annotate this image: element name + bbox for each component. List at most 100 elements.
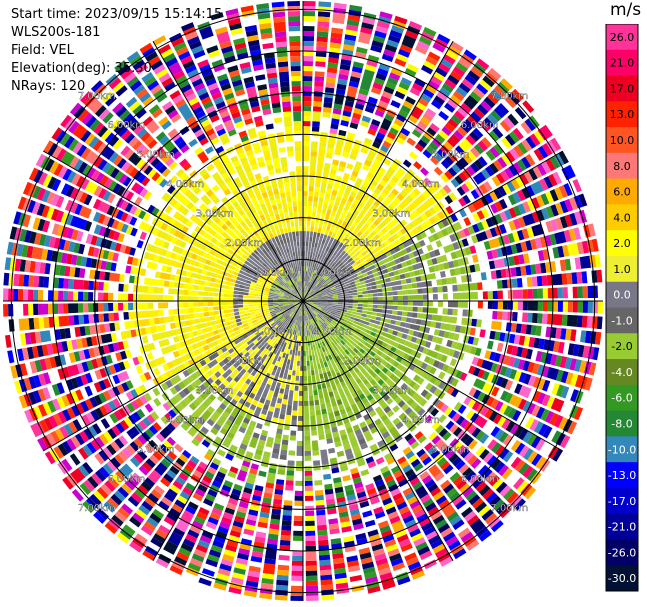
velocity-gates: [173, 231, 468, 469]
nrays-label: NRays: 120: [11, 79, 86, 94]
colorbar-swatch: [606, 565, 638, 592]
colorbar-swatch: [606, 462, 638, 489]
velocity-gates: [119, 111, 450, 425]
range-ring-label: 6.00km: [461, 474, 499, 485]
colorbar-swatch: [606, 101, 638, 128]
colorbar: 26.0 21.0 17.0 13.0 10.0 8.0 6.0 4.0 2.0 1.0 0.0 -1…: [605, 24, 639, 592]
colorbar-swatch: [606, 333, 638, 360]
range-ring-label: 1.00km: [255, 326, 293, 337]
spoke: [302, 300, 564, 452]
velocity-wedges: [3, 1, 603, 602]
range-ring-labels: 1.00km 1.00km 1.00km 1.00km 2.00km 2.00km 2.00…: [78, 91, 529, 515]
colorbar-tick-label: -10.0: [608, 443, 636, 456]
range-ring-label: 2.00km: [343, 238, 381, 249]
colorbar-swatch: [606, 204, 638, 231]
range-ring-label: 2.00km: [225, 238, 263, 249]
colorbar-tick-label: 10.0: [610, 134, 635, 147]
colorbar-tick-label: -2.0: [611, 340, 632, 353]
colorbar-tick-label: -13.0: [608, 469, 636, 482]
velocity-gates: [172, 221, 478, 486]
range-ring-label: 4.00km: [402, 179, 440, 190]
range-ring-label: 2.00km: [225, 356, 263, 367]
range-ring-label: 5.00km: [137, 444, 175, 455]
velocity-gates: [303, 317, 415, 417]
colorbar-tick-label: 2.0: [613, 237, 631, 250]
colorbar-swatch: [606, 152, 638, 180]
velocity-gates: [114, 111, 458, 427]
range-ring-label: 6.00km: [107, 474, 145, 485]
colorbar-tick-label: 6.0: [613, 186, 631, 199]
colorbar-swatch: [606, 127, 638, 154]
spoke: [152, 300, 304, 562]
range-ring-label: 7.00km: [78, 503, 116, 514]
range-ring-label: 7.00km: [78, 91, 116, 102]
colorbar-swatch: [606, 24, 638, 51]
velocity-gates: [8, 6, 603, 601]
colorbar-tick-label: 8.0: [613, 160, 631, 173]
colorbar-swatch: [606, 75, 638, 102]
colorbar-swatch: [606, 436, 638, 463]
colorbar-border: [605, 24, 639, 592]
spoke: [302, 300, 454, 562]
range-ring-label: 4.00km: [166, 415, 204, 426]
range-ring-label: 1.00km: [314, 268, 352, 279]
colorbar-tick-label: -1.0: [611, 314, 632, 327]
colorbar-tick-label: -17.0: [608, 495, 636, 508]
colorbar-swatch: [606, 281, 638, 308]
range-ring-label: 3.00km: [372, 385, 410, 396]
colorbar-swatch: [606, 539, 638, 566]
spoke: [42, 300, 304, 452]
range-ring-label: 3.00km: [372, 209, 410, 220]
spoke: [42, 150, 304, 302]
range-ring-label: 4.00km: [402, 415, 440, 426]
colorbar-swatch: [606, 513, 638, 540]
colorbar-swatch: [606, 359, 638, 386]
colorbar-unit: m/s: [610, 0, 642, 20]
range-ring-label: 3.00km: [196, 209, 234, 220]
spoke: [302, 40, 454, 302]
colorbar-swatch: [606, 49, 638, 77]
field-label: Field: VEL: [11, 43, 74, 58]
colorbar-swatch: [606, 487, 638, 515]
spoke: [302, 150, 564, 302]
velocity-gates: [18, 3, 584, 587]
range-ring-label: 1.00km: [314, 326, 352, 337]
colorbar-swatch: [606, 307, 638, 334]
spokes: [3, 1, 603, 601]
colorbar-tick-label: -21.0: [608, 521, 636, 534]
colorbar-swatch: [606, 384, 638, 412]
colorbar-tick-label: -26.0: [608, 546, 636, 559]
colorbar-tick-label: -4.0: [611, 366, 632, 379]
colorbar-tick-label: 0.0: [613, 289, 631, 302]
elevation-label: Elevation(deg): 35.30: [11, 61, 152, 76]
colorbar-tick-label: 17.0: [610, 82, 635, 95]
colorbar-swatch: [606, 230, 638, 257]
colorbar-swatch: [606, 255, 638, 283]
colorbar-tick-label: 26.0: [610, 31, 635, 44]
range-ring-label: 5.00km: [431, 150, 469, 161]
range-ring-label: 1.00km: [255, 268, 293, 279]
colorbar-swatch: [606, 178, 638, 205]
colorbar-tick-label: 21.0: [610, 57, 635, 70]
velocity-gates: [3, 1, 603, 600]
colorbar-tick-label: -8.0: [611, 417, 632, 430]
range-ring-label: 7.00km: [490, 91, 528, 102]
instrument-label: WLS200s-181: [11, 25, 101, 40]
start-time-label: Start time: 2023/09/15 15:14:15: [11, 7, 223, 22]
colorbar-swatch: [606, 410, 638, 437]
range-ring-label: 5.00km: [431, 444, 469, 455]
range-ring-label: 5.00km: [137, 150, 175, 161]
range-ring-label: 2.00km: [343, 356, 381, 367]
spoke: [152, 40, 304, 302]
range-ring-label: 4.00km: [166, 179, 204, 190]
range-ring-label: 6.00km: [461, 120, 499, 131]
velocity-gates: [143, 216, 494, 486]
range-ring-label: 3.00km: [196, 385, 234, 396]
colorbar-tick-label: 4.0: [613, 211, 631, 224]
colorbar-tick-label: 1.0: [613, 263, 631, 276]
range-ring-label: 7.00km: [490, 503, 528, 514]
colorbar-tick-label: -30.0: [608, 572, 636, 585]
colorbar-tick-label: -6.0: [611, 392, 632, 405]
range-ring-label: 6.00km: [107, 120, 145, 131]
